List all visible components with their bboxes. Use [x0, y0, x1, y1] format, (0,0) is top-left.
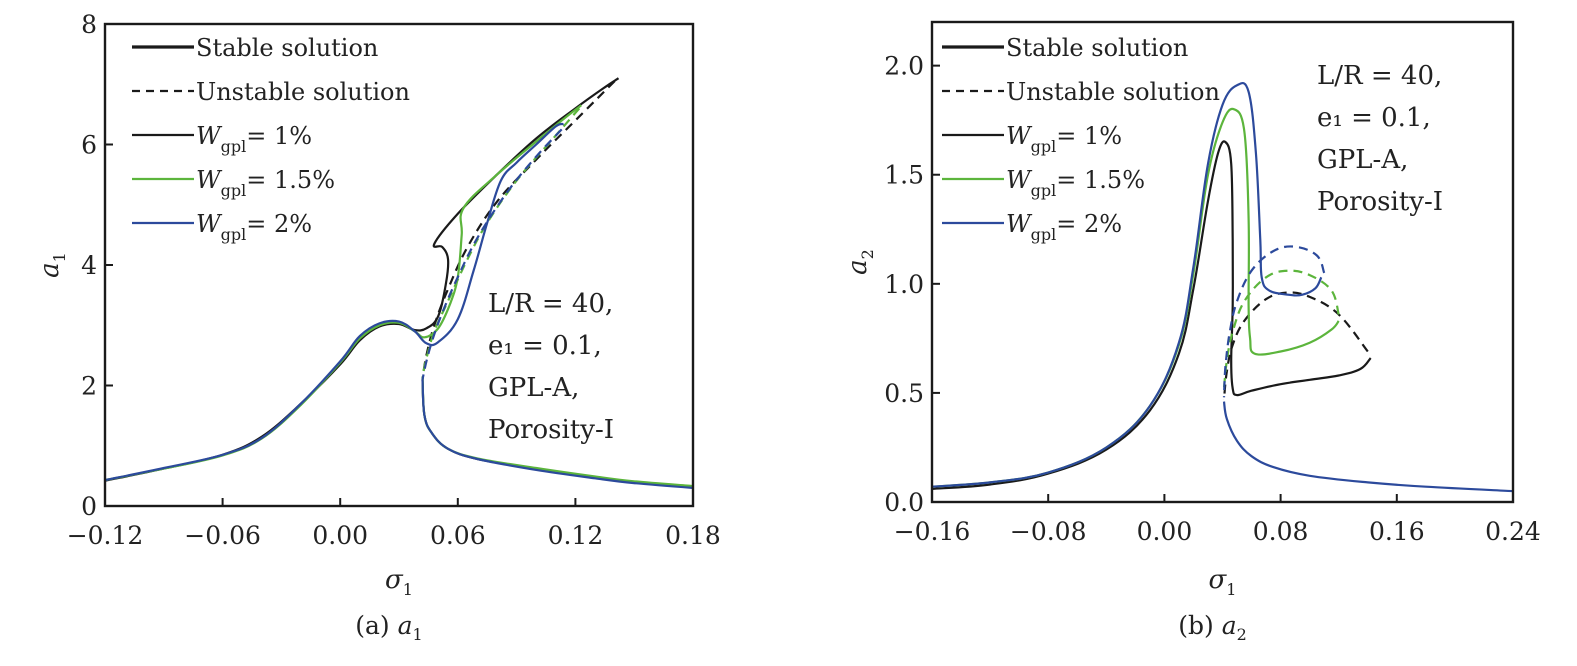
annotation-line: Porosity-I: [488, 415, 614, 445]
x-tick-label: −0.06: [184, 521, 261, 550]
unstable-branch-1: [1222, 291, 1369, 400]
series-group: [105, 77, 693, 489]
annotation-line: e₁ = 0.1,: [488, 331, 602, 361]
y-tick-label: 0.5: [884, 379, 924, 408]
legend-label: Wgpl= 1.5%: [196, 166, 335, 200]
x-tick-label: 0.00: [312, 521, 368, 550]
y-tick-label: 6: [81, 131, 97, 160]
y-tick-label: 2: [81, 372, 97, 401]
y-tick-label: 8: [81, 10, 97, 39]
x-tick-label: 0.12: [548, 521, 604, 550]
annotation-line: Porosity-I: [1317, 187, 1443, 217]
stable-branch-2: [1222, 401, 1513, 493]
x-tick-label: 0.16: [1369, 517, 1425, 546]
annotation-line: e₁ = 0.1,: [1317, 103, 1431, 133]
legend-item: Unstable solution: [132, 78, 410, 106]
x-tick-label: −0.08: [1010, 517, 1087, 546]
y-tick-label: 1.0: [884, 270, 924, 299]
legend-label: Unstable solution: [196, 78, 410, 106]
annotation: L/R = 40, e₁ = 0.1, GPL-A, Porosity-I: [488, 289, 614, 445]
x-tick-label: 0.08: [1253, 517, 1309, 546]
chart-a2: −0.16 −0.08 0.00 0.08 0.16 0.24 0.0 0.5 1.0 1.5 2.…: [843, 20, 1541, 644]
y-tick-label: 0.0: [884, 488, 924, 517]
x-axis-label: σ1: [1209, 565, 1237, 599]
annotation-line: GPL-A,: [1317, 145, 1408, 175]
legend-item: Wgpl= 1%: [942, 122, 1122, 156]
y-tick-label: 4: [81, 251, 97, 280]
x-axis-label: σ1: [385, 565, 413, 599]
series-group: [932, 81, 1513, 493]
legend: Stable solution Unstable solution Wgpl= 1%…: [942, 34, 1220, 244]
legend-item: Stable solution: [132, 34, 378, 62]
stable-branch-0: [932, 140, 1372, 490]
unstable-branch-1: [1222, 269, 1340, 389]
chart-caption: (b) a2: [1178, 611, 1247, 644]
legend-label: Unstable solution: [1006, 78, 1220, 106]
x-tick-label: 0.24: [1485, 517, 1541, 546]
legend-item: Wgpl= 1.5%: [132, 166, 335, 200]
series-w-gpl-2-: [932, 81, 1513, 493]
unstable-branch-1: [421, 80, 616, 380]
legend-item: Wgpl= 2%: [942, 210, 1122, 244]
y-axis-label: a2: [843, 249, 877, 275]
stable-branch-0: [105, 122, 564, 482]
legend-item: Wgpl= 2%: [132, 210, 312, 244]
legend-label: Wgpl= 1%: [196, 122, 312, 156]
annotation-line: GPL-A,: [488, 373, 579, 403]
y-tick-label: 0: [81, 492, 97, 521]
legend-label: Wgpl= 1.5%: [1006, 166, 1145, 200]
legend-item: Wgpl= 1.5%: [942, 166, 1145, 200]
x-tick-label: 0.06: [430, 521, 486, 550]
legend-item: Wgpl= 1%: [132, 122, 312, 156]
x-tick-label: −0.16: [894, 517, 971, 546]
chart-caption: (a) a1: [355, 611, 422, 644]
legend-item: Stable solution: [942, 34, 1188, 62]
stable-branch-2: [421, 379, 693, 489]
legend-label: Wgpl= 2%: [196, 210, 312, 244]
x-tick-label: −0.12: [67, 521, 144, 550]
legend: Stable solution Unstable solution Wgpl= 1%…: [132, 34, 410, 244]
legend-label: Stable solution: [1006, 34, 1188, 62]
chart-a1: −0.12 −0.06 0.00 0.06 0.12 0.18 0 2 4 6 8 σ1 a1 (a) a…: [35, 10, 721, 644]
annotation-line: L/R = 40,: [488, 289, 613, 319]
series-w-gpl-1-: [932, 140, 1372, 490]
y-axis-label: a1: [35, 252, 69, 278]
unstable-branch-1: [421, 128, 563, 380]
x-tick-label: 0.00: [1137, 517, 1193, 546]
annotation-line: L/R = 40,: [1317, 61, 1442, 91]
plot-frame: [930, 20, 1515, 504]
legend-label: Wgpl= 1%: [1006, 122, 1122, 156]
annotation: L/R = 40, e₁ = 0.1, GPL-A, Porosity-I: [1317, 61, 1443, 217]
unstable-branch-1: [1222, 245, 1326, 398]
series-w-gpl-2-: [105, 122, 693, 489]
y-tick-label: 2.0: [884, 52, 924, 81]
stable-branch-0: [932, 81, 1323, 488]
x-tick-label: 0.18: [665, 521, 721, 550]
legend-label: Wgpl= 2%: [1006, 210, 1122, 244]
y-tick-label: 1.5: [884, 161, 924, 190]
legend-item: Unstable solution: [942, 78, 1220, 106]
legend-label: Stable solution: [196, 34, 378, 62]
